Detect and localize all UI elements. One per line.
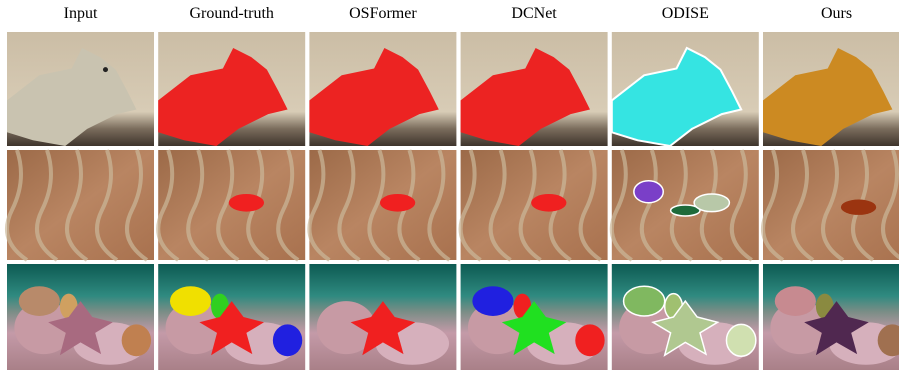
mask: [19, 286, 60, 316]
image-grid: [7, 32, 899, 370]
column-header: OSFormer: [349, 5, 417, 22]
mask: [634, 181, 663, 203]
mask: [273, 324, 302, 356]
mask: [380, 194, 415, 212]
mask: [694, 194, 729, 212]
image-cell: [763, 150, 899, 260]
mask: [624, 286, 665, 316]
image-cell: [158, 32, 305, 146]
image-cell: [7, 264, 154, 370]
mask: [841, 200, 876, 215]
image-cell: [612, 32, 759, 146]
image-cell: [158, 264, 305, 370]
eye: [103, 67, 108, 72]
image-cell: [309, 32, 456, 146]
mask: [122, 324, 151, 356]
image-cell: [461, 264, 608, 370]
mask: [170, 286, 211, 316]
image-cell: [7, 32, 154, 146]
image-cell: [612, 150, 759, 260]
mask: [575, 324, 604, 356]
mask: [531, 194, 566, 212]
image-cell: [309, 264, 456, 370]
image-cell: [461, 150, 608, 260]
image-cell: [7, 150, 154, 260]
image-cell: [309, 150, 456, 260]
column-header: ODISE: [662, 5, 709, 22]
image-cell: [612, 264, 759, 370]
image-cell: [763, 32, 899, 146]
image-cell: [763, 264, 899, 370]
figure: Input Ground-truth OSFormer DCNet ODISE Ours: [0, 0, 899, 377]
image-cell: [158, 150, 305, 260]
mask: [229, 194, 264, 212]
mask: [726, 324, 755, 356]
image-cell: [461, 32, 608, 146]
column-header: Ground-truth: [189, 5, 273, 22]
mask: [775, 286, 816, 316]
mask: [472, 286, 513, 316]
column-header: Input: [64, 5, 98, 22]
column-header: DCNet: [511, 5, 557, 22]
column-header: Ours: [821, 5, 852, 22]
